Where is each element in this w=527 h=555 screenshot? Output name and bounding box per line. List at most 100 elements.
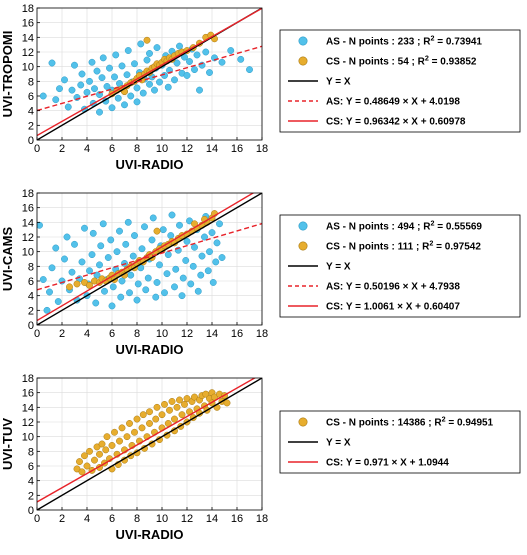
x-tick-label: 6 <box>109 513 115 525</box>
scatter-point <box>198 252 206 260</box>
scatter-point <box>96 450 103 458</box>
scatter-point <box>171 283 178 291</box>
x-tick-label: 10 <box>156 513 168 525</box>
scatter-point <box>71 240 78 248</box>
scatter-point <box>139 411 147 419</box>
scatter-point <box>159 226 167 234</box>
scatter-point <box>176 396 183 404</box>
x-tick-label: 2 <box>59 143 65 155</box>
scatter-point <box>146 420 153 427</box>
scatter-point <box>78 258 86 266</box>
y-tick-label: 0 <box>28 320 34 332</box>
legend-entry-label: CS - N points : 111 ; R2 = 0.97542 <box>326 239 481 253</box>
scatter-point <box>144 274 152 282</box>
y-tick-label: 18 <box>22 373 34 385</box>
scatter-point <box>146 80 153 88</box>
scatter-point <box>133 98 141 106</box>
scatter-point <box>112 51 120 59</box>
scatter-point <box>227 47 235 54</box>
scatter-point <box>133 415 141 423</box>
y-tick-label: 6 <box>28 461 34 473</box>
scatter-point <box>204 267 212 275</box>
y-tick-label: 2 <box>28 120 34 132</box>
chart-panel-2: 0 2 4 6 8 10 12 14 16 18024681012141618UVI-RADIOU… <box>0 188 521 357</box>
legend-entry-label: AS: Y = 0.48649 × X + 4.0198 <box>326 97 460 108</box>
y-tick-label: 10 <box>22 62 34 74</box>
fit-line <box>37 378 257 503</box>
x-tick-label: 4 <box>84 328 90 340</box>
scatter-point <box>168 398 176 405</box>
y-tick-label: 16 <box>22 18 34 30</box>
scatter-point <box>124 47 132 54</box>
scatter-point <box>173 59 181 67</box>
y-tick-label: 16 <box>22 388 34 400</box>
fit-line <box>37 378 262 510</box>
scatter-point <box>181 400 188 408</box>
y-tick-label: 18 <box>22 188 34 200</box>
scatter-point <box>76 458 83 466</box>
scatter-point <box>156 78 163 86</box>
y-tick-label: 10 <box>22 247 34 259</box>
scatter-point <box>176 221 183 229</box>
scatter-point <box>86 281 93 289</box>
y-tick-label: 12 <box>22 417 34 429</box>
scatter-point <box>121 101 128 109</box>
scatter-point <box>176 42 183 50</box>
x-tick-label: 2 <box>59 328 65 340</box>
y-tick-label: 2 <box>28 490 34 502</box>
y-axis-label: UVI-TROPOMI <box>0 31 15 118</box>
legend-entry-label: AS - N points : 233 ; R2 = 0.73941 <box>326 34 482 48</box>
chart-panel-1: 0 2 4 6 8 10 12 14 16 18024681012141618UVI-RADIOU… <box>0 3 521 172</box>
scatter-point <box>39 276 47 283</box>
scatter-point <box>191 66 198 74</box>
y-tick-label: 16 <box>22 203 34 215</box>
legend-entry-label: AS: Y = 0.50196 × X + 4.7938 <box>326 282 460 293</box>
fit-line <box>37 45 262 112</box>
scatter-point <box>61 76 68 84</box>
y-tick-label: 18 <box>22 3 34 15</box>
y-tick-label: 14 <box>22 32 34 44</box>
x-tick-label: 8 <box>134 328 140 340</box>
scatter-point <box>153 227 161 235</box>
scatter-point <box>172 265 180 273</box>
scatter-point <box>143 36 151 44</box>
scatter-point <box>111 428 118 436</box>
scatter-point <box>201 233 208 241</box>
scatter-point <box>237 55 245 63</box>
scatter-point <box>86 267 93 275</box>
scatter-point <box>93 271 101 279</box>
scatter-point <box>167 232 175 239</box>
scatter-point <box>131 428 138 436</box>
y-axis-label: UVI-TUV <box>0 418 15 470</box>
scatter-point <box>118 62 126 70</box>
scatter-point <box>142 286 150 294</box>
scatter-point <box>178 292 186 300</box>
scatter-point <box>98 440 106 448</box>
scatter-point <box>146 408 153 416</box>
y-tick-label: 4 <box>28 476 34 488</box>
scatter-point <box>54 298 62 305</box>
legend-entry-label: CS - N points : 54 ; R2 = 0.93852 <box>326 54 477 68</box>
scatter-point <box>39 92 47 100</box>
scatter-point <box>68 268 76 276</box>
scatter-point <box>173 403 181 411</box>
legend-entry-label: Y = X <box>326 77 351 88</box>
data-layer <box>37 378 262 510</box>
scatter-point <box>138 245 146 253</box>
scatter-point <box>68 86 76 94</box>
scatter-point <box>189 262 197 270</box>
legend-marker <box>298 417 308 427</box>
scatter-point <box>118 424 126 432</box>
scatter-point <box>101 287 108 295</box>
scatter-point <box>46 288 53 296</box>
y-tick-label: 12 <box>22 47 34 59</box>
x-tick-label: 14 <box>206 143 218 155</box>
x-tick-label: 16 <box>231 328 243 340</box>
legend-entry-label: CS: Y = 0.971 × X + 1.0944 <box>326 458 449 469</box>
scatter-point <box>104 254 112 261</box>
legend-entry-label: CS: Y = 1.0061 × X + 0.60407 <box>326 302 460 313</box>
scatter-point <box>116 227 123 235</box>
scatter-point <box>92 299 100 307</box>
x-axis-label: UVI-RADIO <box>116 157 184 172</box>
